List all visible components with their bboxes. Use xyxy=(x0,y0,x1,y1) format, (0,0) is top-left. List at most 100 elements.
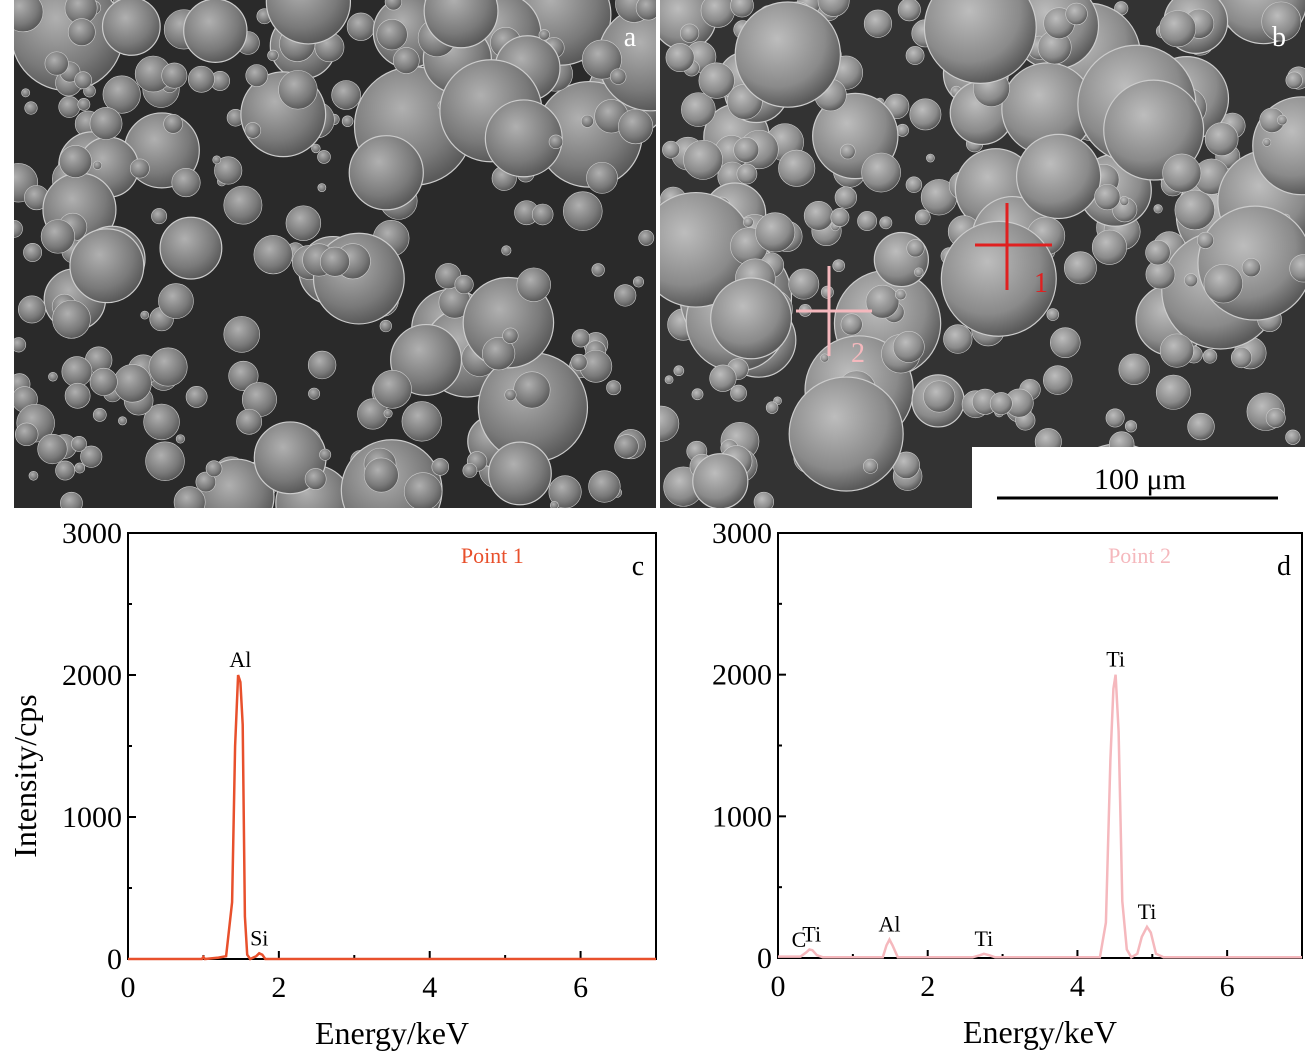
powder-particle xyxy=(733,137,760,163)
powder-particle xyxy=(538,29,550,41)
powder-particle xyxy=(765,401,779,414)
peak-label: Ti xyxy=(1138,899,1157,924)
marker-1-label: 1 xyxy=(1034,268,1048,299)
peak-label: Al xyxy=(229,647,251,672)
powder-particle xyxy=(1159,10,1197,48)
powder-particle xyxy=(710,277,793,360)
powder-particle xyxy=(632,276,644,288)
powder-particle xyxy=(64,382,91,409)
powder-particle xyxy=(830,207,850,227)
powder-particle xyxy=(129,158,150,179)
powder-particle xyxy=(195,471,217,493)
powder-particle xyxy=(635,0,656,21)
powder-particle xyxy=(373,370,412,409)
powder-particle xyxy=(1091,229,1127,265)
spectrum-line xyxy=(778,674,1302,960)
powder-particle xyxy=(488,441,552,506)
powder-particle xyxy=(591,263,605,277)
powder-particle xyxy=(892,331,925,363)
powder-particle xyxy=(14,220,23,238)
powder-particle xyxy=(113,364,152,403)
powder-particle xyxy=(1159,333,1194,368)
powder-particle xyxy=(742,216,754,228)
x-tick-label: 0 xyxy=(771,970,786,1003)
powder-particle xyxy=(14,422,39,447)
powder-particle xyxy=(161,62,188,89)
powder-particle xyxy=(1277,114,1288,126)
y-tick-label: 0 xyxy=(107,943,122,976)
powder-particle xyxy=(788,376,904,492)
powder-particle xyxy=(267,49,279,62)
powder-particle xyxy=(37,433,68,465)
powder-particle xyxy=(588,470,621,503)
powder-particle xyxy=(817,0,850,17)
powder-particle xyxy=(914,267,924,277)
peak-label: Ti xyxy=(802,922,821,947)
powder-particle xyxy=(1145,239,1171,266)
powder-particle xyxy=(563,191,603,231)
powder-particle xyxy=(58,96,81,118)
powder-particle xyxy=(730,384,747,402)
powder-particle xyxy=(1196,231,1214,249)
powder-particle xyxy=(691,388,704,401)
powder-particle xyxy=(1153,204,1163,214)
powder-particle xyxy=(1265,408,1286,428)
powder-particle xyxy=(320,246,350,277)
powder-particle xyxy=(834,186,858,209)
eds-chart-c: 0 2 4 6 0 1000 2000 3000 Al Si Point 1 c Energy/keV I… xyxy=(7,517,657,1051)
panel-label-b: b xyxy=(1272,22,1286,53)
powder-particle xyxy=(317,183,327,192)
powder-particle xyxy=(755,212,796,253)
x-axis-label: Energy/keV xyxy=(315,1015,469,1051)
powder-particle xyxy=(17,295,46,324)
x-tick-label: 0 xyxy=(121,971,136,1004)
powder-particle xyxy=(454,274,474,295)
powder-particle xyxy=(173,486,206,508)
powder-particle xyxy=(863,9,893,38)
legend-label: Point 2 xyxy=(1108,543,1171,568)
powder-particle xyxy=(89,367,118,396)
powder-particle xyxy=(1262,137,1272,147)
powder-particle xyxy=(832,259,846,272)
powder-particle xyxy=(212,155,222,165)
powder-particle xyxy=(581,39,622,80)
powder-particle xyxy=(185,386,208,408)
powder-particle xyxy=(571,329,591,348)
powder-particle xyxy=(363,457,399,493)
powder-particle xyxy=(319,448,332,461)
powder-particle xyxy=(14,337,27,353)
powder-particle xyxy=(1184,273,1198,288)
powder-particle xyxy=(778,149,816,187)
powder-particle xyxy=(61,356,93,388)
powder-particle xyxy=(1289,254,1305,283)
powder-particle xyxy=(80,445,103,468)
powder-particle xyxy=(734,1,841,108)
powder-particle xyxy=(861,152,901,193)
powder-particle xyxy=(148,347,188,387)
powder-particle xyxy=(431,458,450,476)
powder-particle xyxy=(1065,2,1088,26)
panel-label: d xyxy=(1277,551,1291,582)
powder-particle xyxy=(1187,412,1215,441)
powder-particle xyxy=(24,101,38,115)
powder-particle xyxy=(1124,420,1138,433)
peak-label: Ti xyxy=(1106,647,1125,672)
powder-particle xyxy=(1285,71,1303,89)
powder-particle xyxy=(549,501,559,508)
powder-particle xyxy=(753,491,774,508)
powder-particle xyxy=(692,453,749,508)
powder-particle xyxy=(205,460,223,477)
powder-particle xyxy=(516,267,551,302)
powder-particle xyxy=(662,140,680,159)
powder-particle xyxy=(481,336,516,371)
powder-particle xyxy=(909,98,942,131)
powder-particle xyxy=(905,176,923,193)
powder-particle xyxy=(67,18,96,47)
crosshair-marker-1: 1 xyxy=(975,203,1052,299)
powder-particle xyxy=(304,468,327,490)
powder-particle xyxy=(1119,196,1130,206)
powder-particle xyxy=(383,409,393,419)
y-tick-label: 1000 xyxy=(62,801,122,834)
scale-bar-label: 100 μm xyxy=(1094,463,1186,496)
